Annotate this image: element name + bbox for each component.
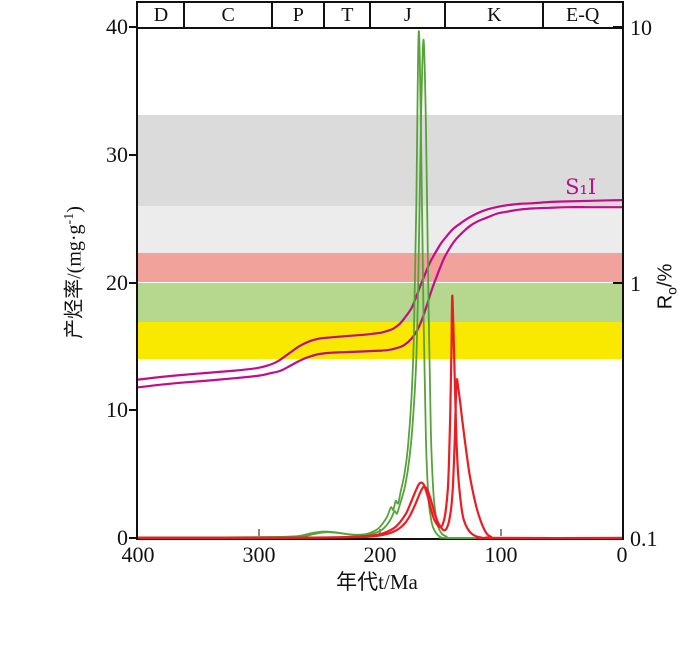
left-axis-title-text: 产烃率/(mg·g <box>63 224 86 339</box>
y-right-tick-10 <box>613 26 622 28</box>
period-divider-1 <box>182 3 185 27</box>
ro-band-1 <box>138 282 622 323</box>
series-path-2 <box>137 30 622 539</box>
ro-band-3 <box>138 205 622 254</box>
x-tick-label-300: 300 <box>242 542 276 567</box>
y-right-tick-label-10: 10 <box>630 15 652 40</box>
period-strip: D C P T J K E-Q <box>136 1 624 29</box>
x-tick-100 <box>500 529 502 536</box>
period-label-J: J <box>403 4 412 26</box>
right-axis-title-sub: o <box>663 287 680 295</box>
period-label-D: D <box>153 4 169 26</box>
period-label-E-Q: E-Q <box>566 4 600 26</box>
period-label-K: K <box>487 4 502 26</box>
period-divider-6 <box>542 3 545 27</box>
y-left-tick-label-10: 10 <box>106 397 128 423</box>
y-left-tick-30 <box>129 153 138 156</box>
ro-band-4 <box>138 115 622 206</box>
y-left-tick-label-30: 30 <box>106 141 128 167</box>
y-left-tick-0 <box>129 537 138 539</box>
left-axis-title-sup: -1 <box>61 212 77 225</box>
ro-band-2 <box>138 253 622 283</box>
period-divider-2 <box>271 3 274 27</box>
period-label-P: P <box>292 4 304 26</box>
period-label-C: C <box>221 4 235 26</box>
x-tick-label-100: 100 <box>484 542 518 567</box>
y-right-tick-label-0.1: 0.1 <box>630 526 658 551</box>
period-divider-5 <box>444 3 447 27</box>
series-path-3 <box>137 38 622 539</box>
y-right-tick-1 <box>613 281 622 284</box>
series-path-1 <box>137 206 622 389</box>
period-divider-4 <box>369 3 372 27</box>
x-axis-title: 年代t/Ma <box>336 570 418 594</box>
left-axis-title-end: ) <box>63 206 86 213</box>
right-axis-title: Ro/% <box>655 192 680 382</box>
y-right-tick-label-1: 1 <box>630 270 641 296</box>
left-axis-title: 产烃率/(mg·g-1) <box>58 173 87 373</box>
series-path-0 <box>137 199 623 381</box>
ro-band-0 <box>138 322 622 360</box>
y-left-tick-label-20: 20 <box>106 269 128 295</box>
period-label-T: T <box>341 4 354 26</box>
curve-label-s1: S₁I <box>565 175 597 200</box>
x-tick-label-0: 0 <box>616 542 628 567</box>
legend: Ro/% [0.5,0.7) [0.7,1.0) [1.0,1.3) [1.3,… <box>0 596 700 663</box>
x-tick-300 <box>258 529 260 536</box>
right-axis-title-rest: /% <box>654 263 677 288</box>
y-left-tick-label-0: 0 <box>117 525 128 550</box>
y-left-tick-label-40: 40 <box>106 14 128 39</box>
y-left-tick-20 <box>129 281 138 284</box>
y-left-tick-40 <box>129 26 138 28</box>
y-left-tick-10 <box>129 409 138 412</box>
x-tick-200 <box>379 529 381 536</box>
x-tick-label-400: 400 <box>121 542 155 567</box>
series-path-5 <box>137 378 623 540</box>
period-divider-3 <box>323 3 326 27</box>
x-tick-label-200: 200 <box>363 542 397 567</box>
right-axis-title-base: R <box>654 294 677 310</box>
series-path-4 <box>137 294 623 540</box>
